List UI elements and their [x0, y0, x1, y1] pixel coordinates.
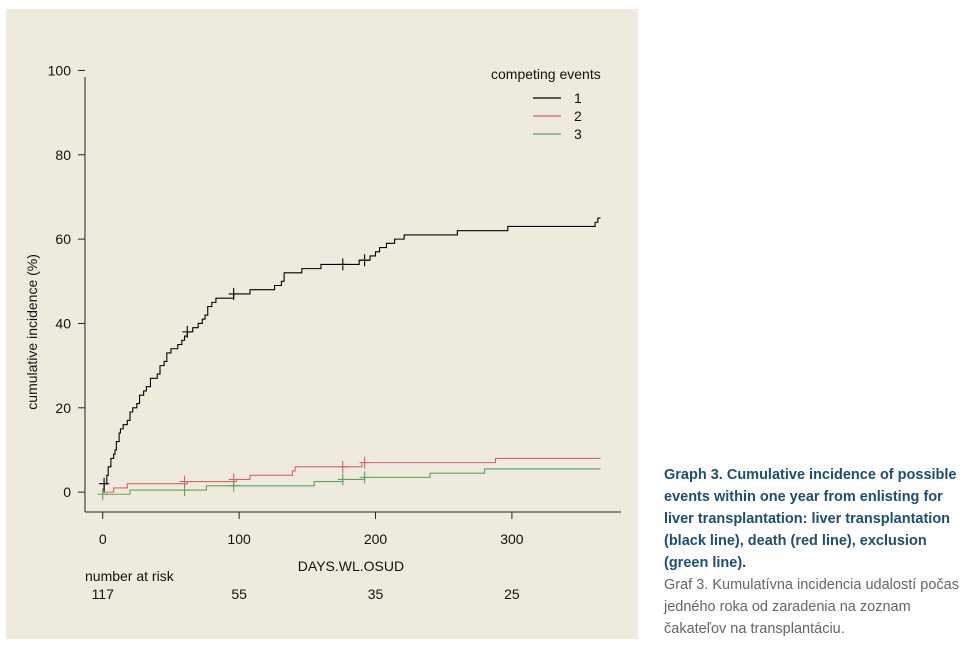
y-tick-label: 60	[55, 231, 71, 247]
legend-title: competing events	[491, 66, 601, 82]
y-tick-label: 20	[55, 400, 71, 416]
censor-mark-3	[359, 471, 370, 484]
series-line-1	[102, 217, 601, 493]
censor-mark-1	[337, 258, 348, 271]
number-at-risk-value: 117	[92, 586, 115, 602]
series-line-2	[102, 457, 601, 493]
censor-mark-2	[337, 460, 348, 473]
censor-mark-3	[97, 488, 108, 501]
chart-panel: 0 20 40 60 80 100 0 100 200 300 DAYS.WL.OSUD cumula…	[6, 9, 638, 639]
caption-slovak: Graf 3. Kumulatívna incidencia udalostí …	[664, 577, 959, 637]
x-tick-label: 300	[500, 531, 524, 547]
censor-mark-3	[179, 484, 190, 497]
censor-mark-3	[228, 479, 239, 492]
x-tick-label: 100	[227, 531, 251, 547]
legend-label-3: 3	[574, 126, 582, 142]
legend-label-1: 1	[574, 90, 582, 106]
y-tick-label: 80	[55, 147, 71, 163]
figure-caption: Graph 3. Cumulative incidence of possibl…	[664, 464, 974, 640]
censor-mark-2	[359, 456, 370, 469]
y-tick-label: 100	[48, 62, 72, 78]
number-at-risk-value: 25	[504, 586, 520, 602]
y-tick-label: 40	[55, 315, 71, 331]
series-line-3	[102, 468, 601, 495]
censor-mark-1	[99, 477, 110, 490]
censor-mark-1	[228, 287, 239, 300]
cumulative-incidence-chart: 0 20 40 60 80 100 0 100 200 300 DAYS.WL.OSUD cumula…	[24, 62, 621, 602]
censor-mark-3	[337, 473, 348, 486]
number-at-risk-value: 35	[368, 586, 384, 602]
number-at-risk-value: 55	[231, 586, 247, 602]
caption-english: Graph 3. Cumulative incidence of possibl…	[664, 467, 957, 571]
x-tick-label: 200	[364, 531, 388, 547]
legend-label-2: 2	[574, 108, 582, 124]
y-tick-label: 0	[63, 484, 71, 500]
censor-mark-1	[182, 325, 193, 338]
y-axis-label: cumulative incidence (%)	[24, 254, 40, 410]
number-at-risk-label: number at risk	[85, 568, 175, 584]
x-tick-label: 0	[99, 531, 107, 547]
x-axis-label: DAYS.WL.OSUD	[298, 558, 404, 574]
censor-mark-1	[359, 254, 370, 267]
